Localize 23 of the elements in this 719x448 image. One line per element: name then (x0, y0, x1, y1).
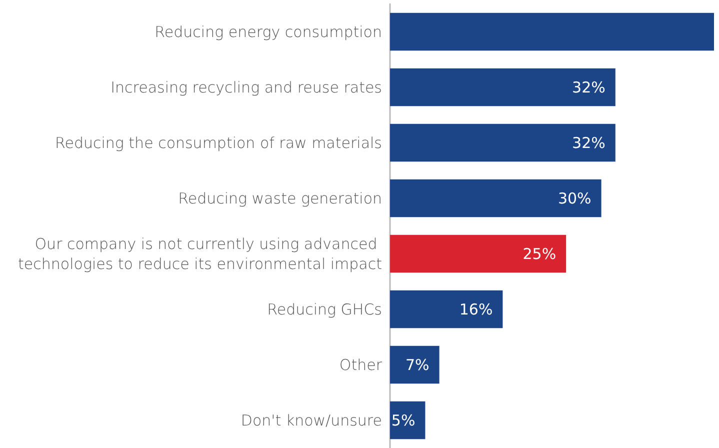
bar (390, 68, 616, 106)
data-label: 30% (558, 189, 592, 208)
bar (390, 401, 426, 440)
data-label: 16% (459, 300, 493, 318)
bar (390, 290, 503, 328)
data-label: 7% (406, 356, 430, 374)
bar (390, 234, 566, 273)
y-tick-label: Our company is not currently using advanced technologies to reduce its environmental impact (18, 234, 382, 273)
data-label: 25% (522, 244, 556, 263)
y-tick-label: Reducing waste generation (178, 189, 382, 208)
bar (390, 179, 602, 218)
y-tick-label: Reducing the consumption of raw materials (54, 134, 382, 152)
data-label: 5% (391, 411, 416, 430)
y-tick-label: Reducing GHCs (267, 300, 382, 318)
data-label: 32% (572, 134, 606, 152)
y-tick-label: Other (339, 356, 383, 374)
y-tick-label: Increasing recycling and reuse rates (110, 78, 382, 96)
y-tick-label: Don't know/unsure (240, 411, 382, 430)
y-tick-label: Reducing energy consumption (154, 22, 382, 41)
bar (390, 346, 440, 384)
bar (390, 124, 616, 162)
data-label: 32% (572, 78, 606, 96)
bar (390, 12, 714, 51)
